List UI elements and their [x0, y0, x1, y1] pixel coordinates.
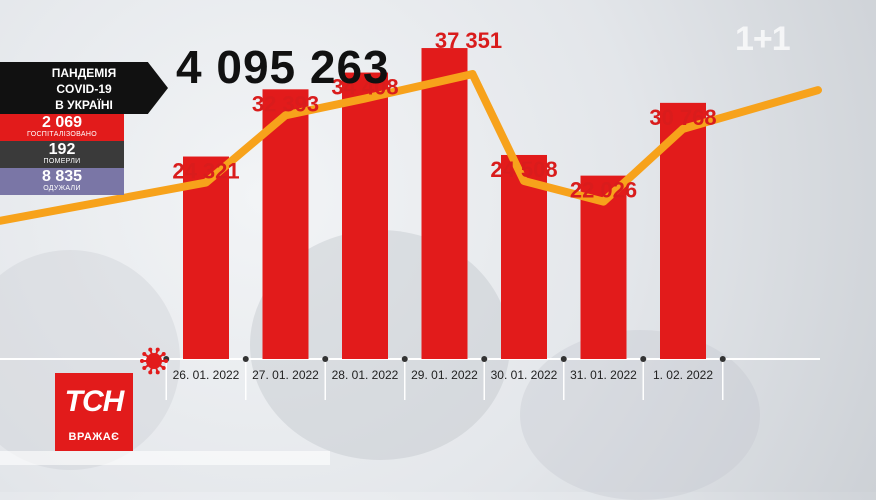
- total-cases-headline: 4 095 263: [176, 41, 390, 93]
- sidebar-title-line: COVID-19: [56, 82, 112, 96]
- value-label: 24 508: [490, 157, 557, 182]
- category-label: 26. 01. 2022: [173, 368, 240, 382]
- axis-tick-dot: [401, 356, 408, 362]
- tsn-caption: ВРАЖАЄ: [68, 431, 120, 443]
- deaths-stat: 192 ПОМЕРЛИ: [0, 141, 124, 168]
- deaths-label: ПОМЕРЛИ: [43, 158, 81, 165]
- value-label: 37 351: [435, 28, 502, 53]
- sidebar-title: ПАНДЕМІЯ COVID-19 В УКРАЇНІ: [0, 62, 168, 114]
- axis-tick-dot: [640, 356, 647, 362]
- trend-line: [0, 70, 822, 225]
- value-label: 24 321: [172, 159, 239, 184]
- sidebar-title-line: ПАНДЕМІЯ: [51, 66, 117, 80]
- category-label: 1. 02. 2022: [653, 368, 713, 382]
- category-label: 31. 01. 2022: [570, 368, 637, 382]
- hospitalized-label: ГОСПІТАЛІЗОВАНО: [27, 131, 97, 138]
- recovered-label: ОДУЖАЛИ: [43, 185, 81, 192]
- bar: [262, 89, 309, 359]
- deaths-value: 192: [48, 141, 76, 158]
- recovered-value: 8 835: [41, 168, 83, 185]
- category-label: 28. 01. 2022: [332, 368, 399, 382]
- coronavirus-icon: [140, 347, 168, 375]
- bar: [421, 48, 468, 360]
- stats-sidebar: ПАНДЕМІЯ COVID-19 В УКРАЇНІ 2 069 ГОСПІТ…: [0, 62, 168, 195]
- category-label: 27. 01. 2022: [252, 368, 319, 382]
- axis-tick-dot: [242, 356, 249, 362]
- bar: [580, 175, 627, 359]
- hospitalized-value: 2 069: [41, 114, 83, 131]
- category-label: 30. 01. 2022: [491, 368, 558, 382]
- bar: [183, 156, 229, 359]
- axis-tick-dot: [560, 356, 567, 362]
- category-label: 29. 01. 2022: [411, 368, 478, 382]
- tsn-logo: ТСН: [64, 385, 125, 418]
- value-label: 30 768: [649, 105, 716, 130]
- sidebar-title-line: В УКРАЇНІ: [55, 98, 113, 112]
- axis-tick-dot: [719, 356, 726, 362]
- hospitalized-stat: 2 069 ГОСПІТАЛІЗОВАНО: [0, 114, 124, 141]
- value-label: 34 408: [331, 75, 398, 100]
- value-label: 22 026: [570, 178, 637, 203]
- value-label: 32 393: [252, 91, 319, 116]
- recovered-stat: 8 835 ОДУЖАЛИ: [0, 168, 124, 195]
- decorative-strip: [0, 451, 330, 465]
- axis-tick-dot: [322, 356, 329, 362]
- bar: [342, 72, 388, 359]
- tsn-logo-box: ТСН ВРАЖАЄ: [55, 373, 133, 451]
- channel-logo: 1+1: [735, 20, 791, 58]
- axis-tick-dot: [481, 356, 488, 362]
